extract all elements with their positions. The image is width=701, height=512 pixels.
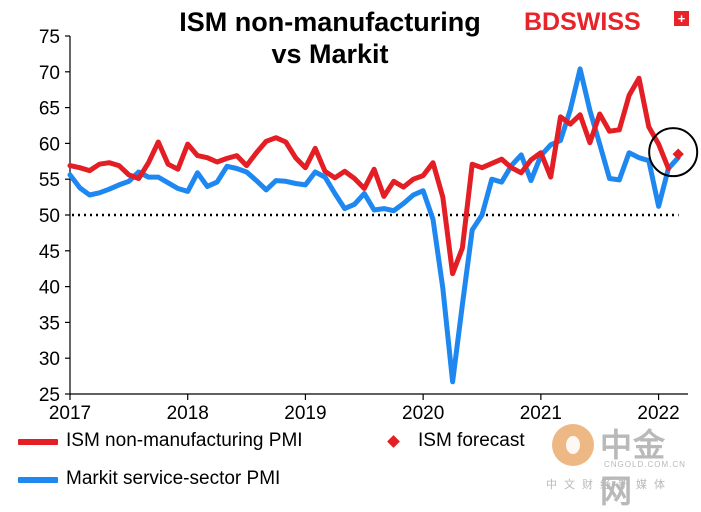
x-tick-label: 2018 (167, 403, 209, 424)
legend-label-ism: ISM non-manufacturing PMI (66, 430, 303, 451)
series-line-ism (67, 75, 671, 277)
y-tick-label: 55 (39, 170, 60, 191)
legend-swatch-ism (18, 439, 58, 445)
watermark-logo-icon (552, 424, 594, 466)
y-tick-label: 60 (39, 134, 60, 155)
watermark-url: CNGOLD.COM.CN (604, 460, 686, 469)
brand-logo: BDSWISS (524, 8, 641, 37)
y-tick-label: 45 (39, 242, 60, 263)
brand-suffix: SWISS (560, 8, 641, 36)
x-tick-label: 2020 (402, 403, 444, 424)
annotation-circle (648, 127, 699, 178)
watermark-subtitle: 中文财经新媒体 (546, 479, 672, 491)
y-tick-labels: 25 30 35 40 45 50 55 60 65 70 75 (39, 27, 60, 406)
chart-axes (65, 35, 688, 400)
chart-title-line-2: vs Markit (271, 39, 389, 69)
legend-swatch-markit (18, 477, 58, 483)
swiss-cross-icon: + (674, 11, 689, 26)
x-tick-label: 2019 (284, 403, 326, 424)
y-tick-label: 40 (39, 278, 60, 299)
x-tick-label: 2022 (637, 403, 679, 424)
chart-title-line-1: ISM non-manufacturing (179, 7, 481, 37)
y-tick-label: 25 (39, 385, 60, 406)
y-tick-label: 35 (39, 313, 60, 334)
watermark: 中金网 CNGOLD.COM.CN 中文财经新媒体 (546, 420, 696, 509)
y-tick-label: 30 (39, 349, 60, 370)
forecast-marker (672, 148, 684, 160)
legend-label-markit: Markit service-sector PMI (66, 468, 281, 489)
x-tick-label: 2021 (520, 403, 562, 424)
brand-prefix: BD (524, 8, 561, 36)
legend-label-forecast: ISM forecast (418, 430, 525, 451)
y-tick-label: 75 (39, 27, 60, 48)
x-tick-label: 2017 (49, 403, 91, 424)
x-tick-labels: 2017 2018 2019 2020 2021 2022 (49, 403, 680, 424)
y-tick-label: 70 (39, 63, 60, 84)
series-line-markit (67, 66, 681, 385)
y-tick-label: 65 (39, 99, 60, 120)
y-tick-label: 50 (39, 206, 60, 227)
